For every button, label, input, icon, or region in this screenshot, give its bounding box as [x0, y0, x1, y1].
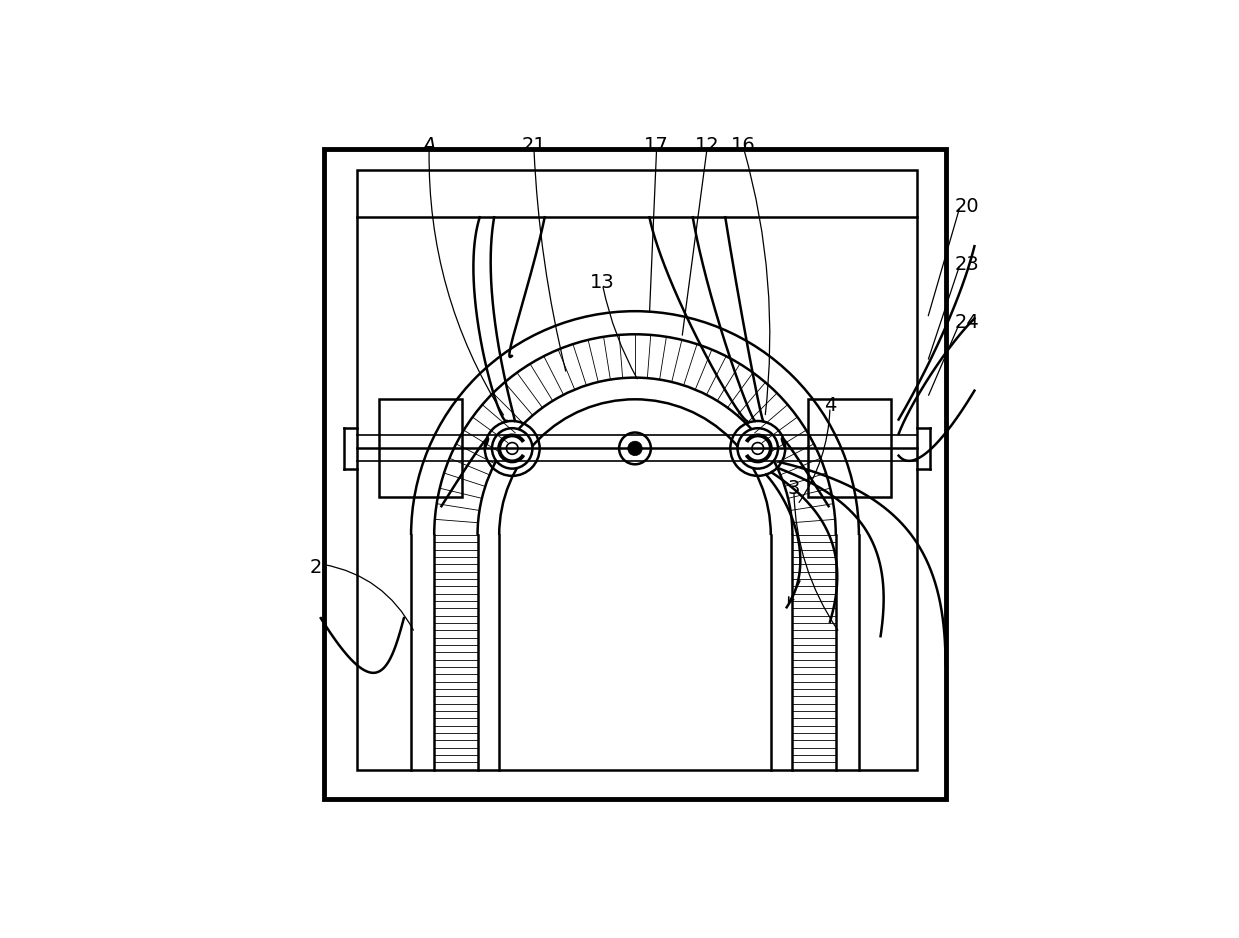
Text: 17: 17 [644, 136, 669, 155]
Circle shape [620, 432, 650, 464]
Text: 3: 3 [788, 478, 800, 498]
Circle shape [628, 441, 642, 456]
Circle shape [507, 443, 518, 454]
Text: 2: 2 [310, 558, 322, 577]
Bar [357, 171, 917, 770]
Circle shape [752, 443, 763, 454]
Text: 13: 13 [590, 273, 615, 292]
Text: 24: 24 [955, 312, 980, 331]
Text: 20: 20 [955, 197, 980, 216]
Circle shape [737, 428, 778, 469]
Circle shape [492, 428, 533, 469]
Text: 23: 23 [955, 255, 980, 274]
Text: 16: 16 [731, 136, 756, 155]
Text: 4: 4 [824, 396, 836, 415]
Text: 12: 12 [695, 136, 720, 155]
Bar [808, 400, 891, 497]
Text: A: A [422, 136, 436, 155]
Bar [379, 400, 462, 497]
Bar [325, 149, 945, 799]
Text: 21: 21 [522, 136, 546, 155]
